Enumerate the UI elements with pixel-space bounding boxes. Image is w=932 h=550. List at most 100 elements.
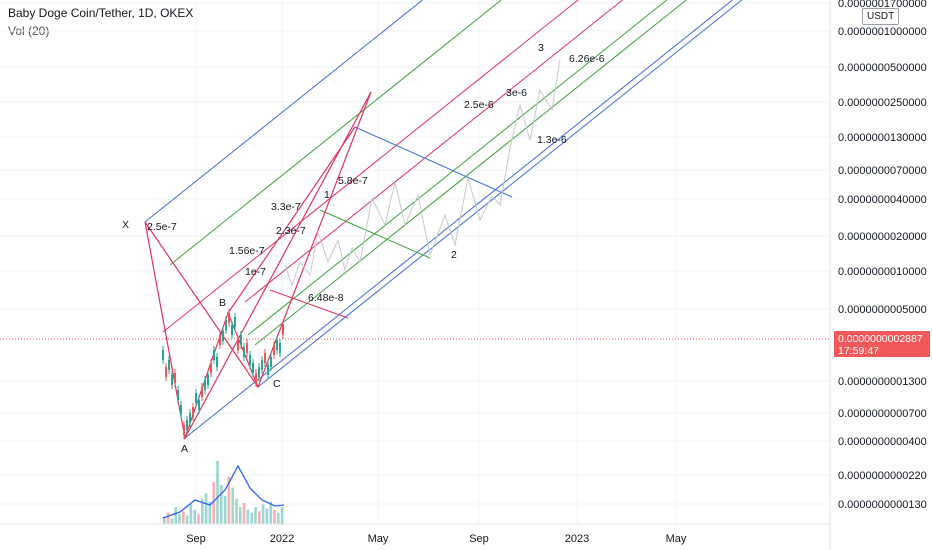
pattern-point-label: 2 — [451, 249, 457, 261]
projection-path — [284, 59, 561, 287]
candle-body — [240, 335, 242, 345]
ratio-annotation: 1.56e-7 — [229, 245, 265, 257]
candle-body — [249, 355, 251, 365]
volume-bar — [189, 504, 193, 524]
volume-bar — [246, 510, 250, 524]
volume-bar — [170, 518, 174, 524]
pattern-point-label: C — [273, 378, 281, 390]
candle-body — [198, 400, 200, 410]
symbol-title: Baby Doge Coin/Tether, 1D, OKEX — [8, 6, 194, 20]
ratio-annotation: 1.3e-6 — [537, 134, 567, 146]
volume-bar — [174, 507, 177, 524]
ratio-annotation: 6.48e-8 — [308, 292, 344, 304]
time-tick-label: 2022 — [270, 533, 294, 545]
chart-annotations: X A B C 1 2 3 2.5e-7 3.3e-7 2.3e-7 1.56e-7 1e-7 6.48… — [122, 42, 605, 455]
candle-body — [270, 357, 272, 367]
currency-badge[interactable]: USDT — [862, 8, 900, 25]
candle-body — [234, 317, 236, 327]
candle-body — [261, 360, 263, 370]
pitchfork-median-line — [162, 0, 579, 333]
candle-body — [213, 350, 215, 360]
volume-bars — [162, 461, 285, 524]
pitchfork-base-line — [184, 0, 733, 439]
candle-body — [177, 390, 179, 400]
pattern-point-label: A — [181, 443, 188, 455]
volume-bar — [280, 507, 284, 524]
volume-bar — [163, 517, 166, 524]
candle-body — [180, 405, 182, 415]
price-tick-label: 0.0000000020000 — [838, 231, 927, 243]
ratio-annotation: 1e-7 — [245, 266, 266, 278]
current-price-value: 0.0000000002887 — [838, 333, 923, 345]
candle-body — [162, 350, 164, 360]
candle-body — [186, 420, 188, 430]
volume-bar — [223, 496, 227, 524]
candle-body — [282, 325, 284, 335]
pitchfork-cross-line — [354, 126, 513, 198]
candle-body — [210, 363, 212, 373]
time-tick-label: May — [368, 533, 389, 545]
volume-bar — [258, 511, 261, 524]
bar-countdown: 17:59:47 — [838, 345, 879, 357]
volume-bar — [185, 515, 189, 524]
pitchfork-green-line — [247, 0, 668, 336]
harmonic-pattern-leg — [227, 126, 356, 314]
time-tick-label: May — [666, 533, 687, 545]
volume-bar — [235, 498, 238, 524]
volume-bar — [166, 512, 170, 524]
price-tick-label: 0.0000001000000 — [838, 26, 927, 38]
candle-body — [228, 313, 230, 323]
candle-body — [255, 373, 257, 383]
candle-body — [264, 353, 266, 363]
volume-bar — [265, 508, 269, 524]
projection-zigzag — [284, 59, 561, 287]
pattern-point-label: 3 — [538, 42, 544, 54]
price-tick-label: 0.0000000000220 — [838, 470, 927, 482]
candle-body — [174, 373, 176, 383]
volume-bar — [193, 510, 196, 524]
pitchfork-red-line — [244, 0, 623, 303]
candle-body — [237, 340, 239, 350]
price-tick-label: 0.0000001700000 — [838, 0, 927, 10]
candle-body — [165, 367, 167, 377]
grid — [0, 0, 830, 524]
pitchfork-green-line — [254, 0, 687, 346]
candle-body — [231, 325, 233, 335]
harmonic-pattern-leg — [144, 221, 259, 388]
candle-body — [273, 345, 275, 355]
pitchfork-cross-line — [319, 209, 431, 259]
candle-body — [183, 425, 185, 435]
candle-body — [192, 407, 194, 417]
volume-bar — [197, 514, 200, 524]
candle-body — [171, 375, 173, 385]
volume-bar — [273, 510, 276, 524]
ratio-annotation: 2.5e-7 — [147, 221, 177, 233]
pitchfork-cross-line — [269, 289, 349, 319]
candle-body — [207, 375, 209, 385]
volume-bar — [261, 504, 265, 524]
time-tick-label: Sep — [469, 533, 489, 545]
price-axis[interactable]: 0.0000001700000 0.0000001000000 0.00000005… — [838, 0, 927, 511]
price-tick-label: 0.0000000500000 — [838, 62, 927, 74]
volume-bar — [242, 503, 246, 524]
ratio-annotation: 6.26e-6 — [569, 53, 605, 65]
candles — [162, 309, 284, 439]
candle-body — [276, 340, 278, 350]
volume-bar — [227, 476, 231, 524]
time-axis[interactable]: Sep 2022 May Sep 2023 May — [186, 533, 687, 545]
volume-bar — [277, 512, 280, 524]
ratio-annotation: 3e-6 — [506, 87, 527, 99]
volume-bar — [201, 498, 204, 524]
volume-bar — [216, 461, 219, 524]
pattern-point-label: 1 — [324, 189, 330, 201]
candle-body — [225, 320, 227, 330]
volume-bar — [269, 501, 272, 524]
pitchfork-upper-line — [144, 0, 423, 223]
volume-bar — [178, 514, 181, 524]
volume-bar — [250, 512, 253, 524]
candle-body — [279, 343, 281, 353]
candle-body — [195, 393, 197, 403]
price-tick-label: 0.0000000000400 — [838, 436, 927, 448]
candle-body — [201, 387, 203, 397]
